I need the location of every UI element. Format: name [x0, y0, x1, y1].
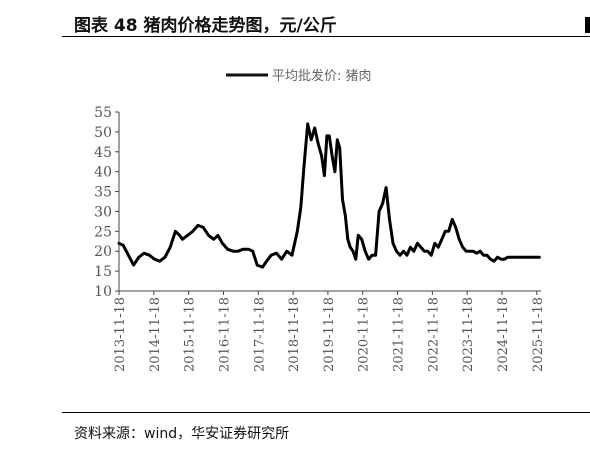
- x-tick-label: 2022-11-18: [426, 297, 441, 372]
- y-tick-label: 50: [94, 125, 112, 141]
- y-tick-label: 15: [94, 264, 112, 280]
- x-tick-label: 2020-11-18: [357, 297, 372, 372]
- y-tick-label: 30: [94, 204, 112, 220]
- y-tick-label: 10: [94, 284, 112, 300]
- series-line-pork-price: [117, 122, 541, 269]
- x-tick-label: 2023-11-18: [461, 297, 476, 372]
- x-tick-label: 2021-11-18: [392, 297, 407, 372]
- x-tick-label: 2013-11-18: [113, 297, 128, 372]
- x-tick-label: 2018-11-18: [287, 297, 302, 372]
- y-tick-label: 25: [94, 224, 112, 240]
- source-note: 资料来源：wind，华安证券研究所: [74, 426, 290, 442]
- x-tick-label: 2014-11-18: [148, 297, 163, 372]
- source-divider: [62, 412, 590, 413]
- y-tick-label: 55: [94, 105, 112, 121]
- y-tick-label: 45: [94, 145, 112, 161]
- y-tick-label: 20: [94, 244, 112, 260]
- x-tick-label: 2025-11-18: [531, 297, 546, 372]
- chart-axes: [118, 112, 541, 292]
- x-tick-label: 2015-11-18: [183, 297, 198, 372]
- x-tick-label: 2017-11-18: [252, 297, 267, 372]
- x-tick-label: 2016-11-18: [217, 297, 232, 372]
- x-tick-label: 2024-11-18: [496, 297, 511, 372]
- edge-mark: [585, 17, 590, 33]
- series-group: [117, 122, 541, 269]
- legend-label: 平均批发价: 猪肉: [272, 68, 372, 84]
- chart-legend: 平均批发价: 猪肉: [226, 68, 372, 84]
- x-axis-ticks: 2013-11-18 2014-11-18 2015-11-18 2016-11-18…: [113, 291, 546, 372]
- title-divider: [62, 36, 590, 37]
- y-tick-label: 35: [94, 185, 112, 201]
- y-tick-label: 40: [94, 165, 112, 181]
- x-tick-label: 2019-11-18: [322, 297, 337, 372]
- figure-title: 图表 48 猪肉价格走势图，元/公斤: [74, 16, 337, 36]
- y-axis-ticks: 10 15 20 25 30 35 40 45 50 55: [94, 105, 119, 300]
